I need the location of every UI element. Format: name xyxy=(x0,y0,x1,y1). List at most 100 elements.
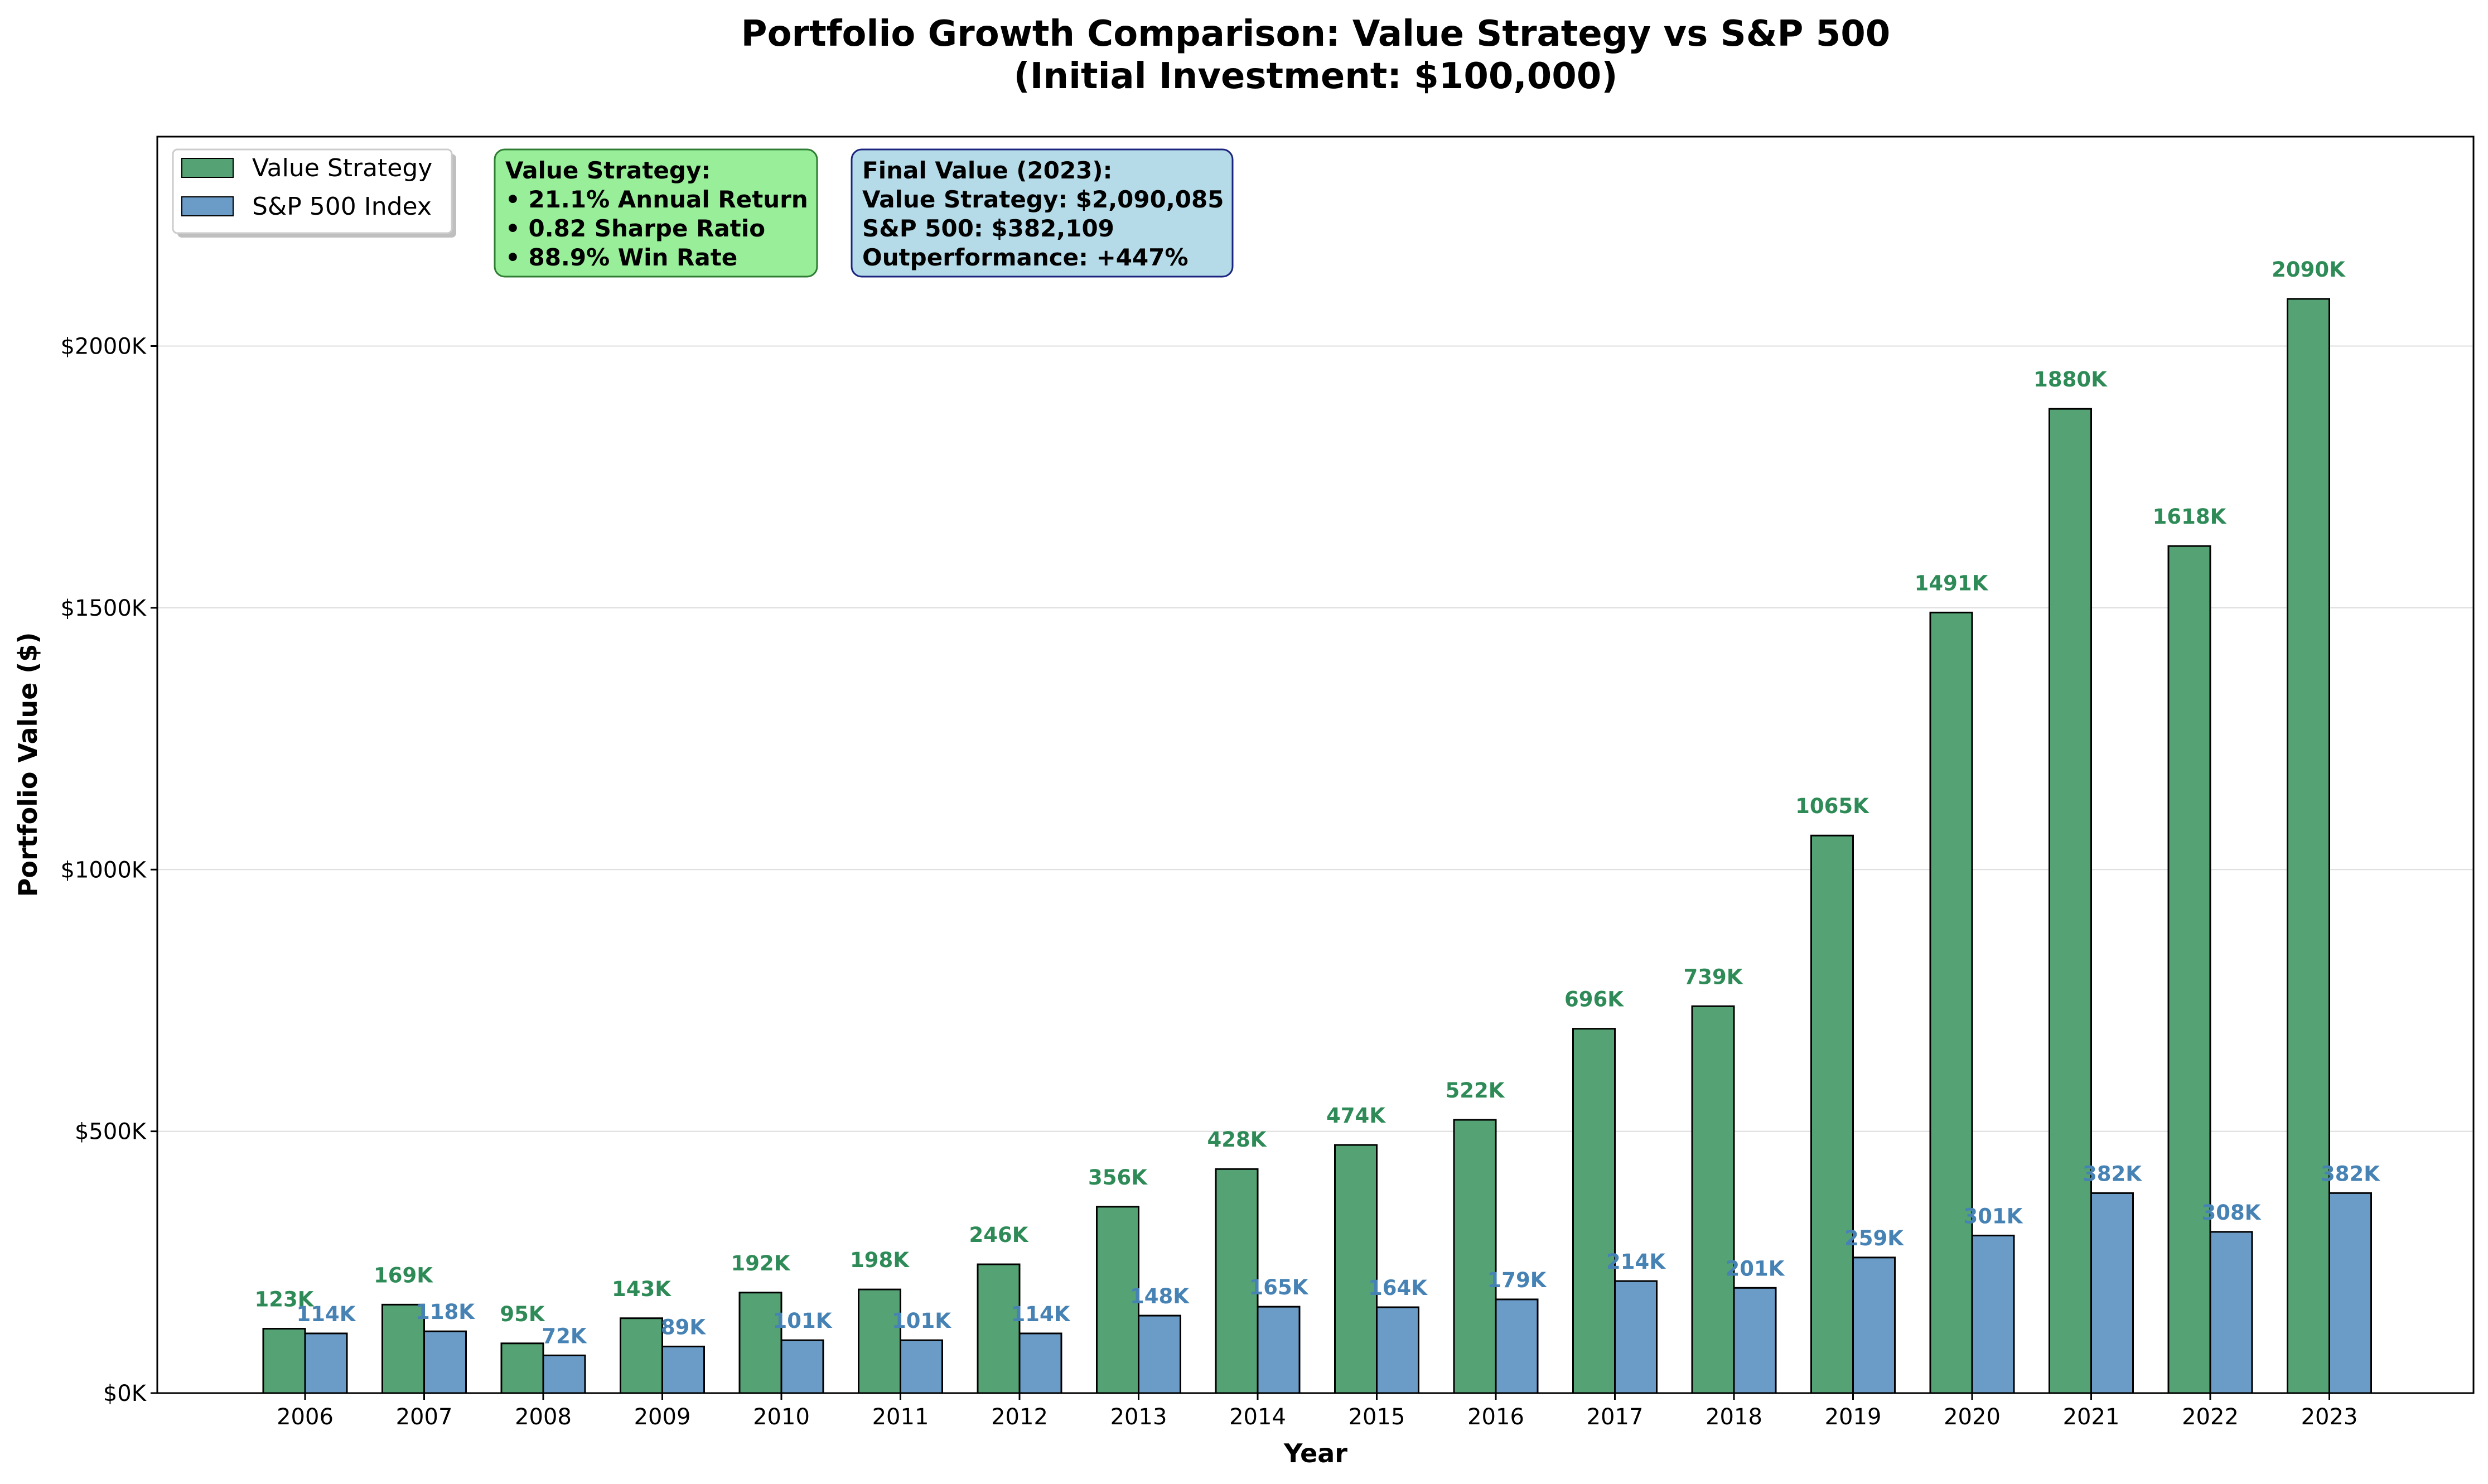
bar-sp500 xyxy=(304,1332,348,1394)
final-box-line-4: Outperformance: +447% xyxy=(862,244,1189,271)
bar-sp500 xyxy=(1971,1234,2015,1394)
bar-label-sp500: 301K xyxy=(1964,1204,2023,1228)
bar-value-strategy xyxy=(1691,1005,1735,1394)
bar-label-value-strategy: 1491K xyxy=(1915,571,1989,595)
bar-value-labels: 123K 169K 95K 143K 192K 198K 246K 356K 428K 474K 5… xyxy=(255,258,2381,1348)
final-box-line-2: Value Strategy: $2,090,085 xyxy=(862,186,1224,213)
bar-label-sp500: 382K xyxy=(2321,1162,2380,1186)
bar-value-strategy xyxy=(1810,834,1854,1394)
bar-value-strategy xyxy=(858,1288,901,1394)
bar-value-strategy xyxy=(1929,611,1973,1394)
bar-sp500 xyxy=(423,1330,467,1394)
bar-value-strategy xyxy=(738,1292,782,1394)
plot-frame xyxy=(156,136,2475,1394)
bar-sp500 xyxy=(1018,1332,1062,1394)
bar-sp500 xyxy=(2209,1231,2253,1394)
bar-label-sp500: 201K xyxy=(1726,1256,1785,1280)
bar-label-sp500: 101K xyxy=(773,1309,833,1333)
y-tick-label: $1000K xyxy=(61,857,147,883)
bar-label-value-strategy: 95K xyxy=(500,1302,545,1326)
x-tick-label: 2009 xyxy=(634,1404,691,1430)
bar-sp500 xyxy=(780,1339,824,1394)
bar-sp500 xyxy=(2328,1192,2372,1394)
bar-value-strategy xyxy=(1572,1028,1616,1394)
bar-value-strategy xyxy=(262,1328,306,1394)
bar-label-value-strategy: 192K xyxy=(731,1251,791,1275)
bar-label-sp500: 118K xyxy=(416,1300,475,1324)
bar-value-strategy xyxy=(2287,298,2330,1394)
x-tick-label: 2011 xyxy=(872,1404,929,1430)
y-tick-label: $500K xyxy=(75,1119,147,1145)
bar-label-value-strategy: 1880K xyxy=(2033,368,2108,391)
legend: Value Strategy S&P 500 Index xyxy=(172,148,456,238)
x-axis-label: Year xyxy=(1283,1438,1347,1468)
bar-sp500 xyxy=(661,1345,705,1394)
bar-label-value-strategy: 739K xyxy=(1684,965,1743,989)
bar-sp500 xyxy=(900,1339,943,1394)
bar-value-strategy xyxy=(620,1317,663,1394)
x-tick-label: 2007 xyxy=(396,1404,453,1430)
bar-value-strategy xyxy=(2049,408,2092,1394)
bar-sp500 xyxy=(1852,1256,1896,1394)
x-tick-label: 2015 xyxy=(1349,1404,1405,1430)
bar-label-sp500: 114K xyxy=(1011,1302,1071,1326)
bar-label-sp500: 179K xyxy=(1487,1268,1547,1292)
x-axis-ticks: 2006 2007 2008 2009 2010 2011 2012 2013 2014 2015… xyxy=(277,1393,2357,1430)
bar-label-sp500: 165K xyxy=(1249,1275,1309,1299)
legend-swatch-value-strategy xyxy=(181,158,234,178)
bar-label-sp500: 72K xyxy=(542,1324,587,1348)
bar-label-sp500: 148K xyxy=(1130,1284,1190,1308)
stats-box-line-2: • 21.1% Annual Return xyxy=(505,186,808,213)
y-tick-label: $0K xyxy=(103,1381,147,1406)
bar-value-strategy xyxy=(1096,1206,1139,1394)
x-tick-label: 2008 xyxy=(515,1404,572,1430)
bar-value-strategy xyxy=(977,1263,1021,1394)
legend-label-sp500: S&P 500 Index xyxy=(252,192,432,221)
bar-label-sp500: 214K xyxy=(1606,1250,1666,1274)
x-tick-label: 2021 xyxy=(2063,1404,2120,1430)
bar-label-sp500: 382K xyxy=(2083,1162,2142,1186)
y-tick-label: $1500K xyxy=(61,596,147,621)
chart-title-line1: Portfolio Growth Comparison: Value Strat… xyxy=(741,13,1891,55)
stats-box-line-1: Value Strategy: xyxy=(505,157,711,184)
y-axis-label: Portfolio Value ($) xyxy=(13,632,43,897)
chart-title-line2: (Initial Investment: $100,000) xyxy=(1013,56,1617,97)
bar-value-strategy xyxy=(500,1342,544,1394)
x-tick-label: 2013 xyxy=(1110,1404,1167,1430)
bar-sp500 xyxy=(1733,1287,1777,1394)
bar-value-strategy xyxy=(2167,545,2211,1394)
final-value-annotation-box: Final Value (2023): Value Strategy: $2,0… xyxy=(851,148,1234,278)
x-tick-label: 2012 xyxy=(991,1404,1048,1430)
bar-label-value-strategy: 474K xyxy=(1326,1104,1386,1128)
final-box-background xyxy=(851,148,1234,278)
x-tick-label: 2020 xyxy=(1944,1404,2001,1430)
bar-sp500 xyxy=(542,1354,586,1394)
final-box-line-1: Final Value (2023): xyxy=(862,157,1112,184)
bar-label-sp500: 164K xyxy=(1368,1276,1428,1300)
x-tick-label: 2017 xyxy=(1587,1404,1644,1430)
bar-label-value-strategy: 1618K xyxy=(2153,505,2227,529)
bar-label-sp500: 308K xyxy=(2202,1201,2262,1225)
x-tick-label: 2016 xyxy=(1467,1404,1524,1430)
legend-label-value-strategy: Value Strategy xyxy=(252,154,432,182)
bar-sp500 xyxy=(1257,1306,1301,1394)
bar-value-strategy xyxy=(1334,1144,1378,1394)
bars-group xyxy=(262,298,2372,1394)
bar-label-value-strategy: 696K xyxy=(1564,988,1624,1012)
bar-label-sp500: 101K xyxy=(892,1309,951,1333)
bar-label-sp500: 89K xyxy=(661,1315,706,1339)
stats-box-background xyxy=(494,148,818,278)
bar-label-sp500: 114K xyxy=(297,1302,356,1326)
bar-label-sp500: 259K xyxy=(1844,1226,1904,1250)
bar-label-value-strategy: 198K xyxy=(850,1248,910,1272)
bar-label-value-strategy: 143K xyxy=(612,1277,671,1301)
legend-swatch-sp500 xyxy=(181,196,234,216)
x-tick-label: 2018 xyxy=(1706,1404,1762,1430)
x-tick-label: 2019 xyxy=(1825,1404,1882,1430)
y-tick-label: $2000K xyxy=(61,334,147,360)
bar-sp500 xyxy=(2090,1192,2134,1394)
stats-box-line-3: • 0.82 Sharpe Ratio xyxy=(505,215,765,242)
bar-sp500 xyxy=(1614,1280,1658,1394)
bar-label-value-strategy: 428K xyxy=(1207,1128,1267,1152)
